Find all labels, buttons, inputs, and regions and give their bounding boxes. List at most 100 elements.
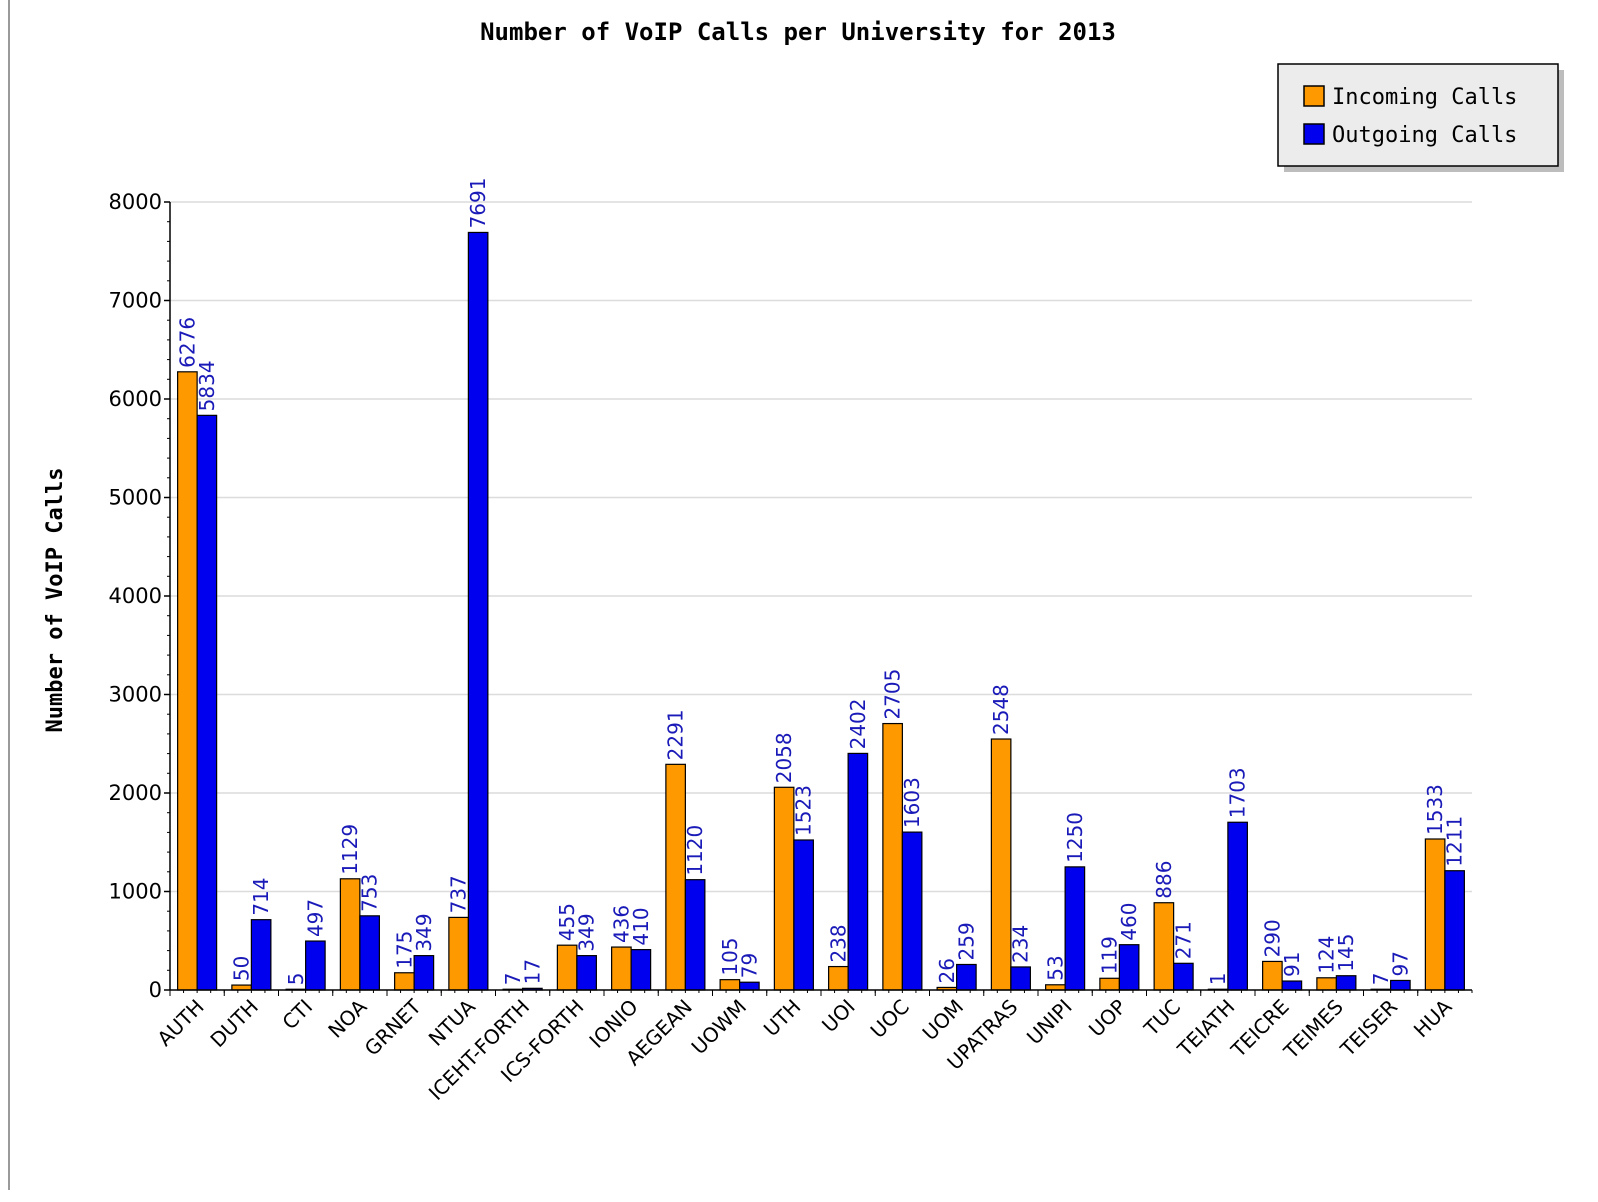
value-label-incoming: 1129 xyxy=(338,824,362,875)
bar-incoming xyxy=(611,946,632,991)
y-tick-label: 0 xyxy=(149,978,162,1002)
legend-swatch-outgoing xyxy=(1303,123,1325,145)
category-label: TUC xyxy=(1139,995,1186,1042)
category-label: NOA xyxy=(323,994,371,1042)
category-label: UOC xyxy=(866,995,914,1043)
value-label-outgoing: 145 xyxy=(1334,934,1358,972)
value-label-outgoing: 91 xyxy=(1280,952,1304,977)
bar-outgoing xyxy=(576,955,597,991)
y-tick-label: 5000 xyxy=(109,486,162,510)
bar-outgoing xyxy=(793,839,814,991)
value-label-incoming: 455 xyxy=(555,903,579,941)
bar-outgoing xyxy=(1390,979,1411,991)
y-tick-label: 2000 xyxy=(109,781,162,805)
y-tick-label: 1000 xyxy=(109,880,162,904)
value-label-outgoing: 497 xyxy=(303,899,327,937)
bar-outgoing xyxy=(1227,821,1248,991)
bar-outgoing xyxy=(1010,966,1031,991)
value-label-incoming: 119 xyxy=(1098,936,1122,974)
value-label-outgoing: 349 xyxy=(575,913,599,951)
value-label-outgoing: 349 xyxy=(412,913,436,951)
bar-outgoing xyxy=(847,752,869,991)
bar-incoming xyxy=(828,965,849,991)
bar-outgoing xyxy=(739,981,760,991)
bar-outgoing xyxy=(196,414,218,991)
value-label-outgoing: 234 xyxy=(1009,925,1033,963)
value-label-outgoing: 17 xyxy=(520,959,544,984)
bar-incoming xyxy=(394,972,415,991)
value-label-outgoing: 1603 xyxy=(900,777,924,828)
bar-outgoing xyxy=(250,919,272,991)
value-label-outgoing: 5834 xyxy=(195,360,219,411)
value-label-outgoing: 410 xyxy=(629,907,653,945)
category-label: AUTH xyxy=(152,995,208,1051)
value-label-incoming: 1533 xyxy=(1423,784,1447,835)
value-label-incoming: 737 xyxy=(447,875,471,913)
bar-outgoing xyxy=(1444,870,1465,991)
value-label-outgoing: 460 xyxy=(1117,903,1141,941)
value-labels-layer: 6276583450714549711297531753497377691717… xyxy=(175,178,1466,986)
category-label: UOI xyxy=(817,995,860,1038)
value-label-incoming: 5 xyxy=(284,973,308,986)
legend-swatch-incoming xyxy=(1303,85,1325,107)
bar-outgoing xyxy=(1281,980,1303,991)
bar-incoming xyxy=(448,916,469,991)
category-label: TEIATH xyxy=(1172,995,1239,1062)
legend-label-outgoing: Outgoing Calls xyxy=(1332,123,1517,148)
value-label-incoming: 1 xyxy=(1206,973,1230,986)
category-label: CTI xyxy=(277,995,317,1035)
category-label: UOM xyxy=(918,995,969,1046)
bar-incoming xyxy=(719,979,741,991)
value-label-incoming: 2058 xyxy=(772,732,796,783)
bar-outgoing xyxy=(1173,962,1194,991)
value-label-incoming: 175 xyxy=(392,931,416,969)
value-label-outgoing: 1250 xyxy=(1063,812,1087,863)
bar-outgoing xyxy=(1118,944,1140,991)
bar-outgoing xyxy=(359,915,380,991)
category-label: TEICRE xyxy=(1226,995,1294,1063)
y-tick-label: 7000 xyxy=(109,289,162,313)
value-label-incoming: 7 xyxy=(501,973,525,986)
bar-incoming xyxy=(1099,977,1120,991)
legend: Incoming Calls Outgoing Calls xyxy=(1277,63,1564,172)
bar-outgoing xyxy=(305,940,326,991)
y-tick-label: 6000 xyxy=(109,387,162,411)
chart-frame: Number of VoIP Calls per University for … xyxy=(8,0,1588,1190)
value-label-outgoing: 79 xyxy=(737,953,761,978)
bar-outgoing xyxy=(1064,866,1086,991)
value-label-outgoing: 97 xyxy=(1388,951,1412,976)
category-label: UOWM xyxy=(687,995,752,1060)
value-label-incoming: 2291 xyxy=(664,709,688,760)
value-label-outgoing: 2402 xyxy=(846,698,870,749)
value-label-incoming: 105 xyxy=(718,937,742,975)
value-label-incoming: 50 xyxy=(230,956,254,981)
value-label-incoming: 124 xyxy=(1315,936,1339,974)
category-label: HUA xyxy=(1409,994,1457,1042)
value-label-incoming: 6276 xyxy=(175,317,199,368)
bar-outgoing xyxy=(684,879,706,991)
value-label-incoming: 436 xyxy=(609,905,633,943)
value-label-incoming: 53 xyxy=(1043,955,1067,980)
legend-label-incoming: Incoming Calls xyxy=(1332,85,1517,110)
value-label-incoming: 290 xyxy=(1260,919,1284,957)
y-tick-label: 8000 xyxy=(109,190,162,214)
category-label: TEISER xyxy=(1335,994,1402,1061)
bar-outgoing xyxy=(901,831,923,991)
chart-title: Number of VoIP Calls per University for … xyxy=(480,18,1116,46)
value-label-incoming: 7 xyxy=(1369,973,1393,986)
category-label: TEIMES xyxy=(1278,995,1348,1065)
value-label-outgoing: 1523 xyxy=(792,785,816,836)
bar-chart: Number of VoIP Calls per University for … xyxy=(43,18,1564,1105)
bar-incoming xyxy=(665,763,686,991)
value-label-incoming: 2705 xyxy=(881,669,905,720)
value-label-outgoing: 7691 xyxy=(466,178,490,229)
bar-outgoing xyxy=(1335,975,1357,991)
category-label: UOP xyxy=(1084,995,1131,1042)
value-label-outgoing: 259 xyxy=(954,922,978,960)
value-label-incoming: 2548 xyxy=(989,684,1013,735)
legend-box xyxy=(1277,63,1559,167)
bar-outgoing xyxy=(956,963,977,991)
category-label: UTH xyxy=(759,995,806,1042)
y-axis-label: Number of VoIP Calls xyxy=(43,468,68,733)
value-label-incoming: 238 xyxy=(826,924,850,962)
